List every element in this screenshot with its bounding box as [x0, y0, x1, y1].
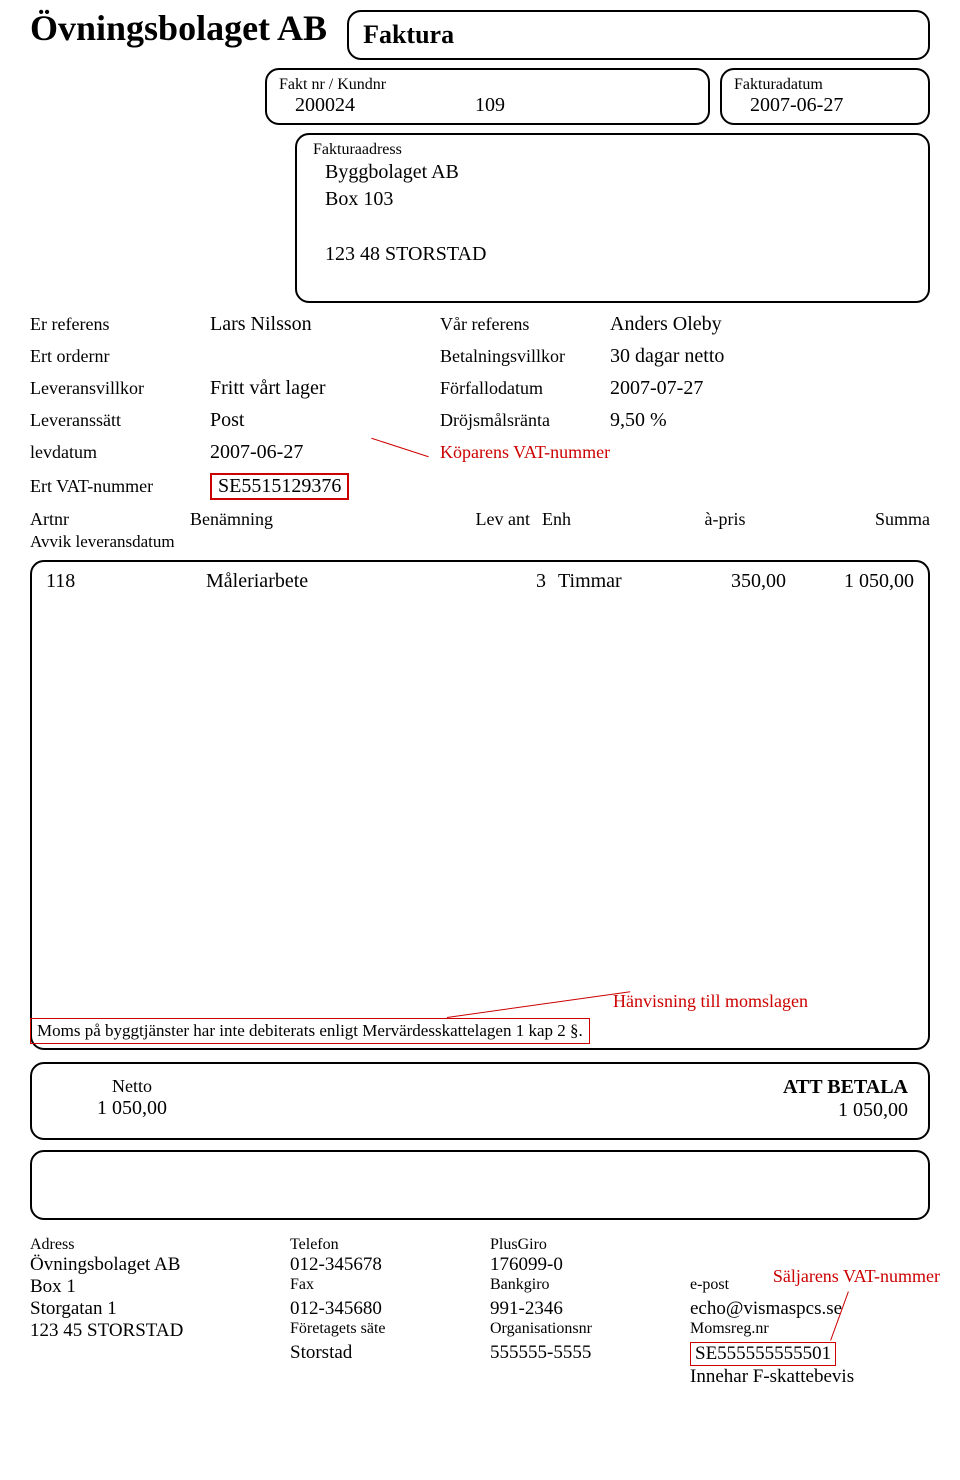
er-referens-label: Er referens: [30, 314, 210, 335]
leveransvillkor-label: Leveransvillkor: [30, 378, 210, 399]
levdatum-value: 2007-06-27: [210, 441, 440, 464]
drojsmalsranta-value: 9,50 %: [610, 409, 667, 432]
addr-name: Byggbolaget AB: [313, 159, 912, 186]
item-apris: 350,00: [666, 570, 816, 593]
footer-bankgiro: 991-2346: [490, 1298, 690, 1320]
th-apris: à-pris: [650, 509, 800, 530]
var-referens-label: Vår referens: [440, 314, 610, 335]
drojsmalsranta-label: Dröjsmålsränta: [440, 410, 610, 431]
address-box: Fakturaadress Byggbolaget AB Box 103 123…: [295, 133, 930, 303]
th-summa: Summa: [800, 509, 930, 530]
header-meta-row: Fakt nr / Kundnr 200024 109 Fakturadatum…: [265, 68, 930, 125]
item-benamning: Måleriarbete: [206, 570, 456, 593]
th-avvik: Avvik leveransdatum: [30, 532, 930, 552]
footer-fskatt: Innehar F-skattebevis: [690, 1366, 870, 1388]
footer-section: Säljarens VAT-nummer Adress Telefon Plus…: [30, 1236, 930, 1388]
momsreg-label: Momsreg.nr: [690, 1320, 870, 1342]
seller-vat-annotation: Säljarens VAT-nummer: [773, 1266, 940, 1287]
footer-telefon: 012-345678: [290, 1254, 490, 1276]
item-enh: Timmar: [546, 570, 666, 593]
moms-note: Moms på byggtjänster har inte debiterats…: [30, 1018, 590, 1044]
fakturadatum-box: Fakturadatum 2007-06-27: [720, 68, 930, 125]
totals-box: Netto 1 050,00 ATT BETALA 1 050,00: [30, 1062, 930, 1140]
attbetala-label: ATT BETALA: [783, 1076, 908, 1099]
items-box: 118 Måleriarbete 3 Timmar 350,00 1 050,0…: [30, 560, 930, 1050]
plusgiro-label: PlusGiro: [490, 1236, 690, 1254]
adress-label: Adress: [30, 1236, 290, 1254]
netto-value: 1 050,00: [52, 1097, 212, 1120]
empty-box: [30, 1150, 930, 1220]
footer-orgnr: 555555-5555: [490, 1342, 690, 1366]
forfallodatum-value: 2007-07-27: [610, 377, 703, 400]
th-levant: Lev ant: [440, 509, 530, 530]
forfallodatum-label: Förfallodatum: [440, 378, 610, 399]
item-levant: 3: [456, 570, 546, 593]
footer-momsreg: SE555555555501: [690, 1342, 836, 1366]
item-row: 118 Måleriarbete 3 Timmar 350,00 1 050,0…: [46, 570, 914, 593]
betalningsvillkor-value: 30 dagar netto: [610, 345, 724, 368]
attbetala-value: 1 050,00: [783, 1099, 908, 1122]
document-title-box: Faktura: [347, 10, 930, 60]
netto-label: Netto: [52, 1076, 212, 1097]
bankgiro-label: Bankgiro: [490, 1276, 690, 1298]
leveranssatt-value: Post: [210, 409, 440, 432]
footer-fax: 012-345680: [290, 1298, 490, 1320]
kundnr-value: 109: [475, 94, 505, 117]
footer-sate: Storstad: [290, 1342, 490, 1366]
betalningsvillkor-label: Betalningsvillkor: [440, 346, 610, 367]
footer-adress-city: 123 45 STORSTAD: [30, 1320, 290, 1342]
moms-annotation: Hänvisning till momslagen: [613, 991, 808, 1012]
fakturadatum-value: 2007-06-27: [734, 94, 916, 117]
company-name: Övningsbolaget AB: [30, 10, 347, 46]
th-artnr: Artnr: [30, 509, 190, 530]
addr-city: 123 48 STORSTAD: [313, 241, 912, 268]
footer-adress-street: Storgatan 1: [30, 1298, 290, 1320]
fakturadatum-label: Fakturadatum: [734, 76, 916, 94]
leveransvillkor-value: Fritt vårt lager: [210, 377, 440, 400]
orgnr-label: Organisationsnr: [490, 1320, 690, 1342]
ert-ordernr-label: Ert ordernr: [30, 346, 210, 367]
footer-plusgiro: 176099-0: [490, 1254, 690, 1276]
faktnr-box: Fakt nr / Kundnr 200024 109: [265, 68, 710, 125]
koparens-vat-annotation: Köparens VAT-nummer: [440, 442, 610, 463]
levdatum-label: levdatum: [30, 442, 210, 463]
item-summa: 1 050,00: [816, 570, 914, 593]
sate-label: Företagets säte: [290, 1320, 490, 1342]
item-artnr: 118: [46, 570, 206, 593]
table-header: Artnr Benämning Lev ant Enh à-pris Summa: [30, 509, 930, 530]
references-section: Er referens Lars Nilsson Vår referens An…: [30, 313, 930, 501]
th-enh: Enh: [530, 509, 650, 530]
fakturaadress-label: Fakturaadress: [313, 141, 912, 159]
var-referens-value: Anders Oleby: [610, 313, 722, 336]
footer-adress-box: Box 1: [30, 1276, 290, 1298]
th-benamning: Benämning: [190, 509, 440, 530]
faktnr-value: 200024: [295, 94, 355, 117]
leveranssatt-label: Leveranssätt: [30, 410, 210, 431]
ert-vat-label: Ert VAT-nummer: [30, 476, 210, 497]
faktnr-label: Fakt nr / Kundnr: [279, 76, 696, 94]
fax-label: Fax: [290, 1276, 490, 1298]
ert-vat-value: SE5515129376: [210, 473, 349, 500]
addr-box-line: Box 103: [313, 186, 912, 213]
moms-annotation-line: [447, 991, 630, 1018]
er-referens-value: Lars Nilsson: [210, 313, 440, 336]
footer-adress-name: Övningsbolaget AB: [30, 1254, 290, 1276]
telefon-label: Telefon: [290, 1236, 490, 1254]
header-row: Övningsbolaget AB Faktura: [30, 10, 930, 60]
